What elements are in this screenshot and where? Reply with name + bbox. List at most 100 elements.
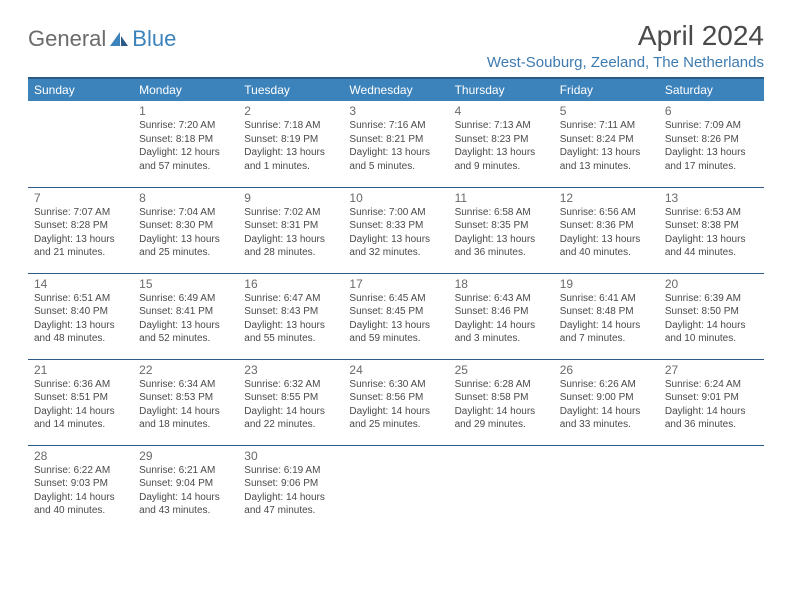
- daylight-text: Daylight: 13 hours: [560, 146, 653, 160]
- day-number: 29: [139, 449, 232, 463]
- sunrise-text: Sunrise: 7:04 AM: [139, 206, 232, 220]
- day-number: 3: [349, 104, 442, 118]
- sunset-text: Sunset: 8:46 PM: [455, 305, 548, 319]
- day-number: 27: [665, 363, 758, 377]
- title-block: April 2024 West-Souburg, Zeeland, The Ne…: [487, 20, 764, 71]
- day-cell: 7Sunrise: 7:07 AMSunset: 8:28 PMDaylight…: [28, 187, 133, 273]
- daylight-text: and 22 minutes.: [244, 418, 337, 432]
- day-cell: 21Sunrise: 6:36 AMSunset: 8:51 PMDayligh…: [28, 359, 133, 445]
- daylight-text: and 5 minutes.: [349, 160, 442, 174]
- sunset-text: Sunset: 8:45 PM: [349, 305, 442, 319]
- day-number: 17: [349, 277, 442, 291]
- daylight-text: Daylight: 13 hours: [349, 146, 442, 160]
- weekday-header: Friday: [554, 78, 659, 101]
- sunrise-text: Sunrise: 7:00 AM: [349, 206, 442, 220]
- daylight-text: and 59 minutes.: [349, 332, 442, 346]
- daylight-text: and 13 minutes.: [560, 160, 653, 174]
- day-number: 5: [560, 104, 653, 118]
- day-number: 4: [455, 104, 548, 118]
- day-cell: 28Sunrise: 6:22 AMSunset: 9:03 PMDayligh…: [28, 445, 133, 531]
- daylight-text: and 55 minutes.: [244, 332, 337, 346]
- sunrise-text: Sunrise: 7:13 AM: [455, 119, 548, 133]
- weekday-header: Thursday: [449, 78, 554, 101]
- day-cell: 8Sunrise: 7:04 AMSunset: 8:30 PMDaylight…: [133, 187, 238, 273]
- day-number: 8: [139, 191, 232, 205]
- sunrise-text: Sunrise: 6:49 AM: [139, 292, 232, 306]
- sunrise-text: Sunrise: 7:07 AM: [34, 206, 127, 220]
- day-cell: 14Sunrise: 6:51 AMSunset: 8:40 PMDayligh…: [28, 273, 133, 359]
- day-number: 7: [34, 191, 127, 205]
- daylight-text: Daylight: 13 hours: [244, 319, 337, 333]
- sunset-text: Sunset: 8:56 PM: [349, 391, 442, 405]
- daylight-text: and 52 minutes.: [139, 332, 232, 346]
- daylight-text: Daylight: 13 hours: [455, 233, 548, 247]
- day-number: 15: [139, 277, 232, 291]
- daylight-text: and 57 minutes.: [139, 160, 232, 174]
- daylight-text: and 36 minutes.: [665, 418, 758, 432]
- sunrise-text: Sunrise: 6:26 AM: [560, 378, 653, 392]
- logo-text-general: General: [28, 26, 106, 52]
- sunset-text: Sunset: 8:18 PM: [139, 133, 232, 147]
- day-number: 21: [34, 363, 127, 377]
- day-number: 22: [139, 363, 232, 377]
- day-number: 2: [244, 104, 337, 118]
- day-cell: 9Sunrise: 7:02 AMSunset: 8:31 PMDaylight…: [238, 187, 343, 273]
- daylight-text: Daylight: 14 hours: [560, 319, 653, 333]
- calendar-table: Sunday Monday Tuesday Wednesday Thursday…: [28, 77, 764, 531]
- day-cell: 25Sunrise: 6:28 AMSunset: 8:58 PMDayligh…: [449, 359, 554, 445]
- daylight-text: and 7 minutes.: [560, 332, 653, 346]
- daylight-text: and 14 minutes.: [34, 418, 127, 432]
- daylight-text: Daylight: 14 hours: [455, 405, 548, 419]
- sunrise-text: Sunrise: 6:19 AM: [244, 464, 337, 478]
- day-cell: 18Sunrise: 6:43 AMSunset: 8:46 PMDayligh…: [449, 273, 554, 359]
- day-number: 9: [244, 191, 337, 205]
- day-cell: 30Sunrise: 6:19 AMSunset: 9:06 PMDayligh…: [238, 445, 343, 531]
- daylight-text: and 1 minutes.: [244, 160, 337, 174]
- daylight-text: and 28 minutes.: [244, 246, 337, 260]
- day-number: 26: [560, 363, 653, 377]
- day-number: 12: [560, 191, 653, 205]
- day-cell: 29Sunrise: 6:21 AMSunset: 9:04 PMDayligh…: [133, 445, 238, 531]
- daylight-text: and 48 minutes.: [34, 332, 127, 346]
- day-cell: 16Sunrise: 6:47 AMSunset: 8:43 PMDayligh…: [238, 273, 343, 359]
- sunset-text: Sunset: 8:58 PM: [455, 391, 548, 405]
- month-title: April 2024: [487, 20, 764, 52]
- day-number: 24: [349, 363, 442, 377]
- sunrise-text: Sunrise: 6:47 AM: [244, 292, 337, 306]
- day-number: 6: [665, 104, 758, 118]
- sunrise-text: Sunrise: 6:22 AM: [34, 464, 127, 478]
- day-number: 19: [560, 277, 653, 291]
- day-cell: 10Sunrise: 7:00 AMSunset: 8:33 PMDayligh…: [343, 187, 448, 273]
- daylight-text: and 40 minutes.: [560, 246, 653, 260]
- sunset-text: Sunset: 8:30 PM: [139, 219, 232, 233]
- daylight-text: and 33 minutes.: [560, 418, 653, 432]
- day-number: 20: [665, 277, 758, 291]
- daylight-text: Daylight: 13 hours: [244, 233, 337, 247]
- daylight-text: Daylight: 13 hours: [34, 233, 127, 247]
- weekday-header: Saturday: [659, 78, 764, 101]
- week-row: 14Sunrise: 6:51 AMSunset: 8:40 PMDayligh…: [28, 273, 764, 359]
- daylight-text: Daylight: 13 hours: [455, 146, 548, 160]
- daylight-text: Daylight: 14 hours: [34, 405, 127, 419]
- sunset-text: Sunset: 8:51 PM: [34, 391, 127, 405]
- daylight-text: and 43 minutes.: [139, 504, 232, 518]
- daylight-text: and 3 minutes.: [455, 332, 548, 346]
- day-number: 11: [455, 191, 548, 205]
- sunrise-text: Sunrise: 6:28 AM: [455, 378, 548, 392]
- sunset-text: Sunset: 9:04 PM: [139, 477, 232, 491]
- day-cell: 22Sunrise: 6:34 AMSunset: 8:53 PMDayligh…: [133, 359, 238, 445]
- day-number: 25: [455, 363, 548, 377]
- week-row: 7Sunrise: 7:07 AMSunset: 8:28 PMDaylight…: [28, 187, 764, 273]
- sunset-text: Sunset: 9:06 PM: [244, 477, 337, 491]
- daylight-text: Daylight: 14 hours: [665, 405, 758, 419]
- day-cell: 3Sunrise: 7:16 AMSunset: 8:21 PMDaylight…: [343, 101, 448, 187]
- sunrise-text: Sunrise: 6:36 AM: [34, 378, 127, 392]
- day-cell: 13Sunrise: 6:53 AMSunset: 8:38 PMDayligh…: [659, 187, 764, 273]
- calendar-body: 1Sunrise: 7:20 AMSunset: 8:18 PMDaylight…: [28, 101, 764, 531]
- day-cell: 1Sunrise: 7:20 AMSunset: 8:18 PMDaylight…: [133, 101, 238, 187]
- location-text: West-Souburg, Zeeland, The Netherlands: [487, 54, 764, 71]
- sunset-text: Sunset: 9:01 PM: [665, 391, 758, 405]
- daylight-text: Daylight: 13 hours: [139, 233, 232, 247]
- day-number: 16: [244, 277, 337, 291]
- week-row: 28Sunrise: 6:22 AMSunset: 9:03 PMDayligh…: [28, 445, 764, 531]
